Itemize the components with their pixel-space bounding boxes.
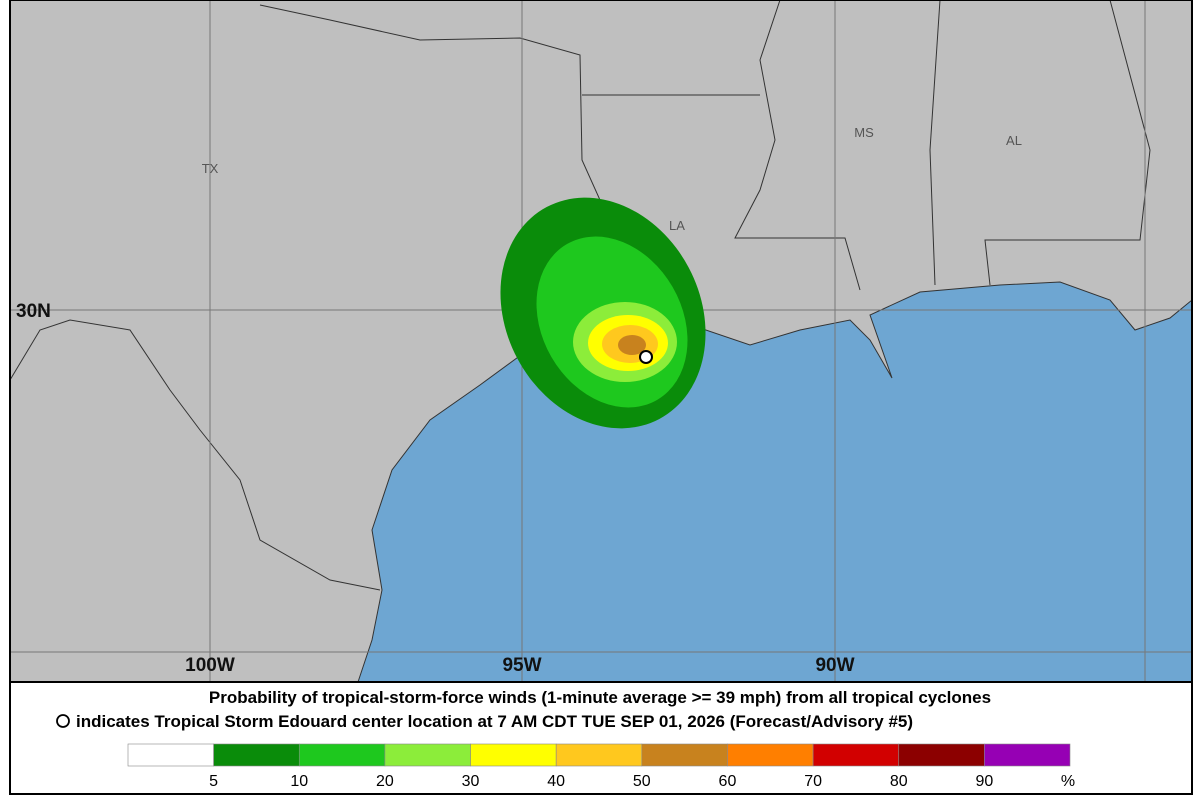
grid-labels: 30N 100W 95W 90W xyxy=(16,301,855,676)
legend-swatch xyxy=(727,743,814,767)
graticule xyxy=(10,0,1192,682)
legend-label: 60 xyxy=(719,773,737,790)
state-label: TX xyxy=(202,161,219,176)
legend-swatch xyxy=(641,743,728,767)
legend-swatch xyxy=(812,743,900,767)
legend-swatch xyxy=(984,743,1071,767)
legend-label: 70 xyxy=(804,773,822,790)
legend-label: 30 xyxy=(462,773,480,790)
state-label: LA xyxy=(669,218,685,233)
legend-swatch xyxy=(898,743,985,767)
caption-line: Probability of tropical-storm-force wind… xyxy=(209,688,991,707)
legend-label: 80 xyxy=(890,773,908,790)
legend-swatch xyxy=(470,743,557,767)
state-label: AL xyxy=(1006,133,1022,148)
legend-label: 40 xyxy=(547,773,565,790)
probability-swath xyxy=(500,197,706,429)
lat-label: 30N xyxy=(16,301,51,322)
storm-center xyxy=(639,350,653,364)
legend-label: 10 xyxy=(290,773,308,790)
lon-label: 100W xyxy=(185,655,235,676)
legend-label: 90 xyxy=(975,773,993,790)
state-labels: TX LA MS AL xyxy=(202,125,1022,233)
legend-swatch xyxy=(384,743,471,767)
legend-swatch xyxy=(127,743,214,767)
legend-label: 5 xyxy=(209,773,218,790)
legend-swatch xyxy=(213,743,300,767)
legend-swatch xyxy=(298,743,386,767)
lon-label: 95W xyxy=(502,655,541,676)
legend-unit: % xyxy=(1061,773,1075,790)
legend-label: 20 xyxy=(376,773,394,790)
caption-line: indicates Tropical Storm Edouard center … xyxy=(76,712,913,731)
legend: 5 10 20 30 40 50 60 70 80 90% xyxy=(127,743,1075,790)
legend-swatch xyxy=(555,743,643,767)
center-symbol xyxy=(56,714,70,728)
state-label: MS xyxy=(854,125,874,140)
caption-frame xyxy=(9,681,1193,795)
lon-label: 90W xyxy=(815,655,854,676)
legend-label: 50 xyxy=(633,773,651,790)
